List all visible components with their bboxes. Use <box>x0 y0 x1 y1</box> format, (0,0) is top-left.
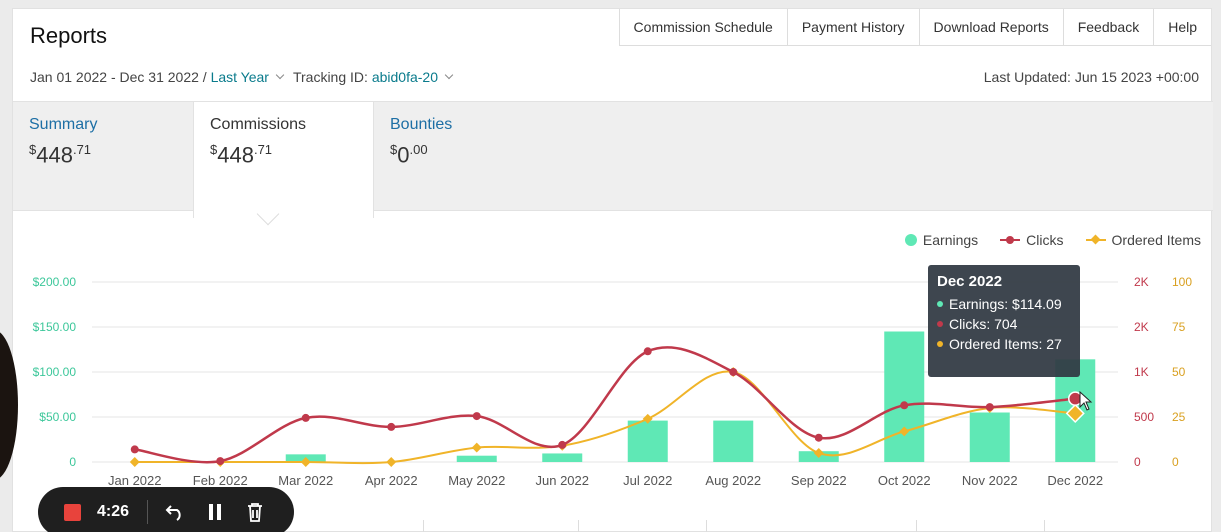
ordered-marker-icon <box>1085 239 1106 241</box>
tooltip-ordered: Ordered Items: 27 <box>937 336 1071 352</box>
clicks-point <box>472 412 481 421</box>
ordered-items-point <box>300 457 311 467</box>
page-title: Reports <box>30 23 108 48</box>
stop-recording-button[interactable] <box>64 503 81 521</box>
tab-commissions[interactable]: Commissions $448.71 <box>193 102 374 218</box>
x-tick-label: Nov 2022 <box>962 473 1018 488</box>
x-tick-label: Dec 2022 <box>1047 473 1103 488</box>
date-preset-dropdown[interactable]: Last Year <box>210 69 269 85</box>
tooltip-clicks: Clicks: 704 <box>937 316 1071 332</box>
earnings-bar <box>627 420 668 462</box>
earnings-marker-icon <box>904 234 917 246</box>
clicks-point <box>985 403 994 412</box>
legend-earnings[interactable]: Earnings <box>904 232 978 248</box>
y-left-tick-label: $100.00 <box>33 365 77 379</box>
tab-summary-value: $448.71 <box>29 142 92 168</box>
tab-bounties-value: $0.00 <box>390 142 428 168</box>
earnings-bar <box>456 455 497 462</box>
y-right-ordered-tick-label: 25 <box>1172 410 1186 424</box>
y-right-clicks-tick-label: 1K <box>1134 365 1149 379</box>
x-tick-label: May 2022 <box>448 473 505 488</box>
ordered-items-point <box>642 413 653 424</box>
recording-timer: 4:26 <box>97 503 130 520</box>
clicks-point <box>558 440 567 449</box>
clicks-point <box>643 347 652 356</box>
nav-commission-schedule[interactable]: Commission Schedule <box>620 9 788 45</box>
tooltip-earnings: Earnings: $114.09 <box>937 296 1071 312</box>
nav-feedback[interactable]: Feedback <box>1064 9 1155 45</box>
x-tick-label: Oct 2022 <box>878 473 931 488</box>
report-tabs: Summary $448.71 Commissions $448.71 Boun… <box>13 101 1213 218</box>
screen-recorder-bar: 4:26 <box>38 487 294 532</box>
trash-icon[interactable] <box>242 499 268 525</box>
tab-summary[interactable]: Summary $448.71 <box>13 102 193 212</box>
earnings-bar <box>542 453 583 462</box>
y-left-tick-label: $200.00 <box>33 275 77 289</box>
tracking-id-dropdown[interactable]: abid0fa-20 <box>371 69 438 85</box>
date-range-text: Jan 01 2022 - Dec 31 2022 / <box>30 69 207 85</box>
mouse-cursor-icon <box>1079 390 1093 411</box>
x-tick-label: Jan 2022 <box>108 473 162 488</box>
clicks-point <box>130 445 139 454</box>
y-right-clicks-tick-label: 2K <box>1134 320 1149 334</box>
y-right-clicks-tick-label: 2K <box>1134 275 1149 289</box>
x-tick-label: Feb 2022 <box>193 473 248 488</box>
tab-commissions-value: $448.71 <box>210 142 273 168</box>
report-filters: Jan 01 2022 - Dec 31 2022 / Last Year Tr… <box>30 69 462 85</box>
tab-commissions-label: Commissions <box>210 116 307 133</box>
webcam-avatar <box>0 330 18 480</box>
y-left-tick-label: $50.00 <box>39 410 76 424</box>
nav-help[interactable]: Help <box>1168 19 1197 35</box>
y-left-tick-label: $150.00 <box>33 320 77 334</box>
y-left-tick-label: 0 <box>69 455 76 469</box>
legend-clicks[interactable]: Clicks <box>1000 232 1064 248</box>
pause-icon[interactable] <box>202 499 228 525</box>
ordered-items-point <box>813 448 824 458</box>
x-tick-label: Aug 2022 <box>705 473 761 488</box>
clicks-point <box>814 433 823 442</box>
ordered-items-point <box>899 426 910 437</box>
nav-payment-history[interactable]: Payment History <box>788 9 920 45</box>
tab-bounties[interactable]: Bounties $0.00 <box>374 102 554 212</box>
y-right-ordered-tick-label: 0 <box>1172 455 1179 469</box>
x-tick-label: Jul 2022 <box>623 473 672 488</box>
chart-tooltip: Dec 2022 Earnings: $114.09 Clicks: 704 O… <box>928 265 1080 377</box>
clicks-point <box>387 422 396 431</box>
tooltip-title: Dec 2022 <box>937 273 1003 290</box>
legend-ordered-items[interactable]: Ordered Items <box>1085 232 1201 248</box>
earnings-bar <box>713 420 754 462</box>
bottom-table-edge <box>12 520 1212 532</box>
clicks-point <box>729 368 738 376</box>
ordered-items-point <box>129 457 140 467</box>
chart-legend: Earnings Clicks Ordered Items <box>904 232 1201 248</box>
y-right-ordered-tick-label: 75 <box>1172 320 1186 334</box>
nav-download-reports[interactable]: Download Reports <box>920 9 1064 45</box>
clicks-marker-icon <box>1000 236 1021 244</box>
ordered-items-point <box>471 442 482 453</box>
y-right-ordered-tick-label: 100 <box>1172 275 1192 289</box>
ordered-items-point <box>386 457 397 467</box>
earnings-bar <box>884 331 925 462</box>
x-tick-label: Sep 2022 <box>791 473 847 488</box>
tracking-id-label: Tracking ID: <box>292 69 368 85</box>
tab-summary-label: Summary <box>29 116 98 133</box>
x-tick-label: Jun 2022 <box>536 473 590 488</box>
clicks-point <box>301 413 310 422</box>
ordered-items-point <box>1065 403 1085 423</box>
y-right-clicks-tick-label: 500 <box>1134 410 1154 424</box>
x-tick-label: Apr 2022 <box>365 473 418 488</box>
y-right-ordered-tick-label: 50 <box>1172 365 1186 379</box>
clicks-point <box>900 401 909 410</box>
earnings-bar <box>969 412 1010 462</box>
tab-bounties-label: Bounties <box>390 116 453 133</box>
top-nav: Commission Schedule Payment History Down… <box>618 9 1211 46</box>
clicks-point <box>216 457 225 466</box>
y-right-clicks-tick-label: 0 <box>1134 455 1141 469</box>
x-tick-label: Mar 2022 <box>278 473 333 488</box>
last-updated: Last Updated: Jun 15 2023 +00:00 <box>983 69 1199 85</box>
undo-icon[interactable] <box>162 499 188 525</box>
